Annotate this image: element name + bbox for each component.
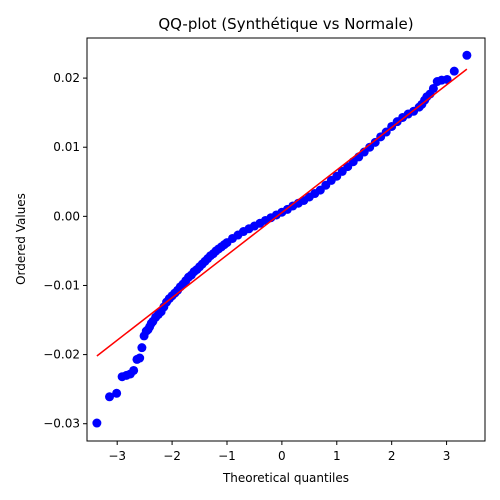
- x-tick-label: −3: [108, 449, 126, 463]
- qq-point: [92, 419, 101, 428]
- y-tick-label: −0.02: [43, 348, 80, 362]
- y-tick-label: −0.01: [43, 278, 80, 292]
- y-tick-label: 0.01: [53, 140, 80, 154]
- y-tick-label: 0.00: [53, 209, 80, 223]
- y-tick-label: −0.03: [43, 417, 80, 431]
- qq-point: [135, 354, 144, 363]
- y-tick-label: 0.02: [53, 71, 80, 85]
- x-tick-label: 1: [333, 449, 341, 463]
- x-axis-label: Theoretical quantiles: [222, 471, 349, 485]
- qq-point: [137, 343, 146, 352]
- x-tick-label: 0: [278, 449, 286, 463]
- y-axis-label: Ordered Values: [14, 193, 28, 285]
- qq-point: [112, 389, 121, 398]
- x-tick-label: 2: [388, 449, 396, 463]
- qq-point: [450, 67, 459, 76]
- qq-point: [462, 51, 471, 60]
- x-tick-label: −2: [163, 449, 181, 463]
- x-tick-label: 3: [443, 449, 451, 463]
- x-tick-label: −1: [218, 449, 236, 463]
- qq-point: [129, 366, 138, 375]
- chart-title: QQ-plot (Synthétique vs Normale): [158, 15, 413, 33]
